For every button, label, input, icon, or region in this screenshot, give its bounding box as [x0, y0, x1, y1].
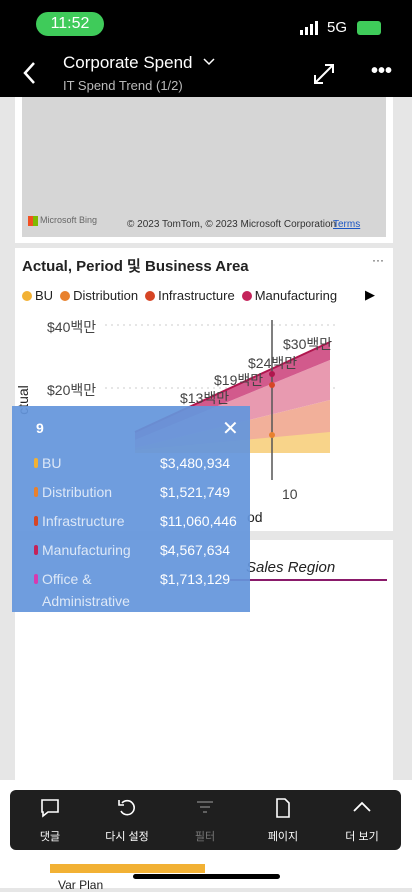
bing-logo — [28, 216, 38, 226]
legend-next[interactable]: ▶ — [365, 287, 375, 302]
tooltip-row-name: Office & — [42, 571, 92, 587]
map-attribution: © 2023 TomTom, © 2023 Microsoft Corporat… — [127, 219, 337, 230]
tooltip — [12, 406, 250, 612]
legend-label: Manufacturing — [254, 288, 338, 303]
visual-menu[interactable]: ··· — [372, 253, 384, 267]
page-subtitle: IT Spend Trend (1/2) — [63, 78, 183, 93]
legend-item[interactable]: BU — [22, 288, 53, 303]
legend-item[interactable]: Infrastructure — [145, 288, 235, 303]
title-underline — [230, 579, 387, 581]
status-icons — [300, 21, 381, 35]
toolbar-label[interactable]: 댓글 — [39, 831, 61, 843]
tooltip-row-name: Infrastructure — [42, 513, 125, 529]
tooltip-marker — [34, 458, 38, 468]
toolbar-label[interactable]: 페이지 — [267, 831, 299, 843]
tooltip-marker — [34, 487, 38, 497]
back-button[interactable] — [20, 60, 40, 86]
tooltip-row-name: Manufacturing — [42, 542, 131, 558]
toolbar-label[interactable]: 다시 설정 — [105, 831, 149, 843]
title-chevron[interactable] — [202, 57, 216, 67]
y-tick-label: $20백만 — [47, 382, 97, 398]
legend-label: Infrastructure — [158, 288, 235, 303]
tooltip-close[interactable]: ✕ — [222, 418, 239, 440]
tooltip-marker — [34, 545, 38, 555]
y-tick-label: $40백만 — [47, 319, 97, 335]
tooltip-row-name: BU — [42, 455, 62, 471]
report-title[interactable]: Corporate Spend — [63, 53, 193, 72]
map — [22, 97, 386, 237]
tooltip-marker — [34, 516, 38, 526]
data-label: $24백만 — [248, 355, 298, 371]
legend-label: Distribution — [73, 288, 139, 303]
next-visual-title: Sales Region — [246, 559, 336, 576]
home-indicator — [133, 874, 280, 879]
toolbar — [10, 790, 401, 850]
tooltip-row-value: $1,713,129 — [160, 571, 231, 587]
legend-item[interactable]: Distribution — [60, 288, 138, 303]
tooltip-row-name: Administrative — [42, 593, 130, 609]
legend-item[interactable]: Manufacturing — [241, 288, 338, 303]
more-button[interactable]: ••• — [371, 60, 393, 82]
time: 11:52 — [36, 12, 104, 36]
toolbar-icon[interactable] — [194, 797, 216, 819]
expand-button[interactable] — [312, 62, 336, 86]
toolbar-icon[interactable] — [272, 797, 294, 819]
visual-title: Actual, Period 및 Business Area — [22, 258, 249, 275]
tooltip-row-name: Distribution — [42, 484, 113, 500]
toolbar-label[interactable]: 더 보기 — [345, 831, 379, 843]
data-label: $19백만 — [214, 372, 264, 388]
tooltip-row-value: $11,060,446 — [160, 513, 237, 529]
network: 5G — [327, 19, 348, 36]
toolbar-icon[interactable] — [116, 797, 138, 819]
toolbar-icon[interactable] — [351, 797, 373, 819]
tooltip-row-value: $1,521,749 — [160, 484, 231, 500]
data-label: $30백만 — [283, 336, 333, 352]
legend-label: BU — [35, 288, 54, 303]
toolbar-icon[interactable] — [39, 797, 61, 819]
bottom-label: Var Plan — [58, 878, 104, 892]
x-tick-label: 10 — [282, 486, 298, 502]
x-axis-label: od — [247, 509, 263, 525]
terms-link[interactable]: Terms — [333, 219, 361, 230]
data-label: $13백만 — [180, 390, 230, 406]
tooltip-marker — [34, 574, 38, 584]
tooltip-row-value: $4,567,634 — [160, 542, 231, 558]
toolbar-label[interactable]: 필터 — [194, 831, 216, 843]
legend: BU Distribution Infrastructure Manufacturin… — [22, 288, 337, 303]
bar — [50, 864, 205, 873]
tooltip-title: 9 — [36, 420, 44, 436]
map-logo: Microsoft Bing — [40, 215, 98, 225]
tooltip-row-value: $3,480,934 — [160, 455, 231, 471]
